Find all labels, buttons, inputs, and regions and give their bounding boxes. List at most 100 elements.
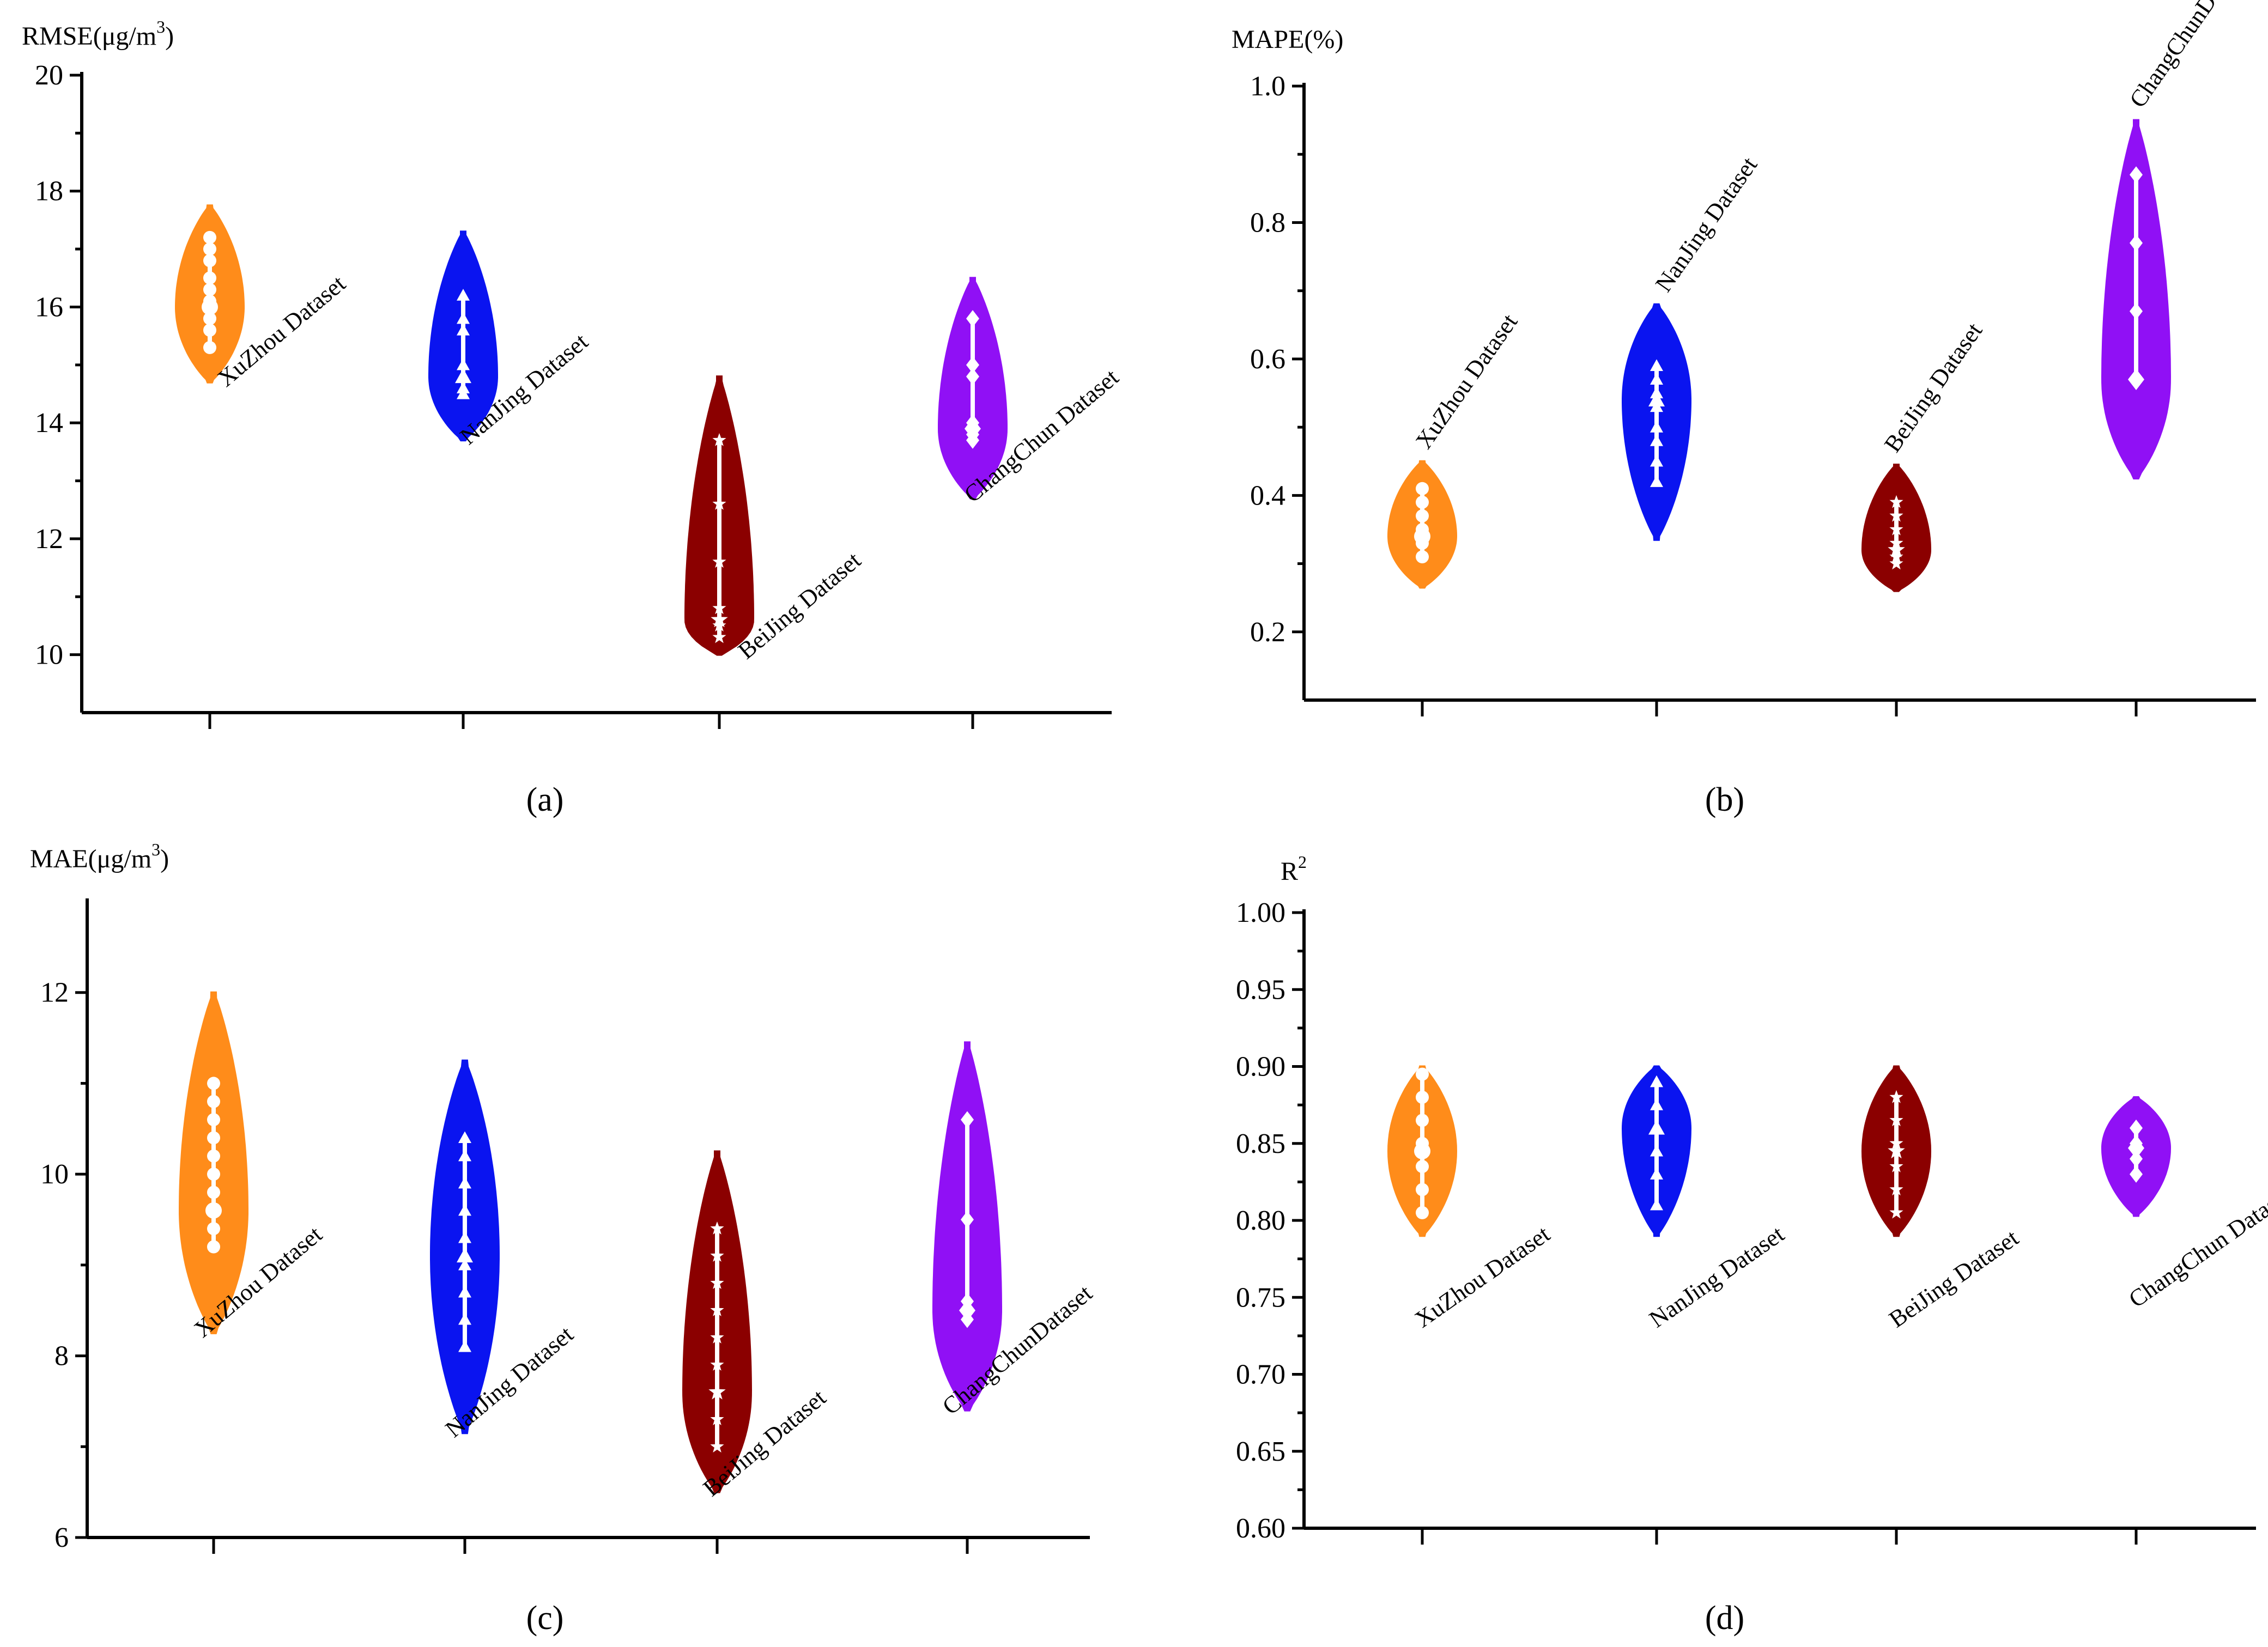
data-point — [710, 1412, 724, 1425]
data-point — [712, 433, 726, 446]
data-point — [203, 312, 216, 325]
data-point — [207, 1222, 220, 1236]
data-point — [207, 1168, 220, 1181]
violin-c-2 — [682, 1150, 753, 1493]
data-point — [1889, 1182, 1903, 1196]
data-point — [457, 289, 470, 301]
data-point — [2130, 1150, 2143, 1168]
data-point — [1416, 1114, 1429, 1127]
data-point — [1889, 508, 1903, 522]
data-point — [1416, 1160, 1429, 1174]
category-label-b: ChangChunDataset — [2124, 0, 2253, 112]
data-point — [2130, 302, 2143, 320]
median-marker — [1888, 541, 1905, 557]
median-marker — [457, 1248, 473, 1263]
data-point — [458, 1312, 471, 1325]
data-point — [710, 1439, 724, 1452]
data-point — [203, 254, 216, 268]
violin-b-2 — [1861, 464, 1931, 592]
violin-a-3 — [938, 277, 1008, 500]
data-point — [203, 341, 216, 354]
data-point — [1650, 475, 1663, 487]
y-tick-label-c: 12 — [40, 977, 69, 1008]
data-point — [457, 324, 470, 336]
data-point — [1650, 1075, 1663, 1087]
violin-a-1 — [428, 230, 498, 442]
median-marker — [1648, 392, 1665, 407]
y-tick-label-b: 0.4 — [1250, 480, 1285, 511]
y-tick-label-a: 10 — [35, 640, 63, 671]
panel-d: 0.60 0.65 0.70 0.75 0.80 0.85 0.90 0.95 1.00 R2 Xu… — [1236, 852, 2268, 1637]
y-tick-label-a: 12 — [35, 524, 63, 555]
data-point — [457, 358, 470, 370]
data-point — [203, 242, 216, 256]
data-point — [1650, 373, 1663, 385]
data-point — [207, 1131, 220, 1145]
data-point — [207, 1077, 220, 1090]
data-point — [458, 1340, 471, 1352]
data-point — [203, 283, 216, 296]
data-point — [458, 1285, 471, 1298]
data-point — [1650, 454, 1663, 467]
data-point — [2130, 234, 2143, 252]
median-marker — [1648, 1120, 1665, 1135]
data-point — [710, 1330, 724, 1344]
category-label-d: BeiJing Dataset — [1884, 1224, 2023, 1333]
y-axis-title-a: RMSE(μg/m3) — [22, 17, 174, 51]
data-point — [1650, 1098, 1663, 1110]
category-label-d: XuZhou Dataset — [1410, 1220, 1555, 1333]
median-marker — [711, 611, 728, 628]
y-tick-label-c: 6 — [54, 1522, 69, 1553]
data-point — [1650, 1198, 1663, 1211]
violin-b-1 — [1622, 303, 1691, 541]
data-point — [710, 1358, 724, 1371]
data-point — [457, 381, 470, 393]
median-marker — [1414, 1142, 1430, 1159]
y-axis-title-d: R2 — [1281, 852, 1307, 886]
data-point — [966, 368, 979, 385]
median-marker — [1414, 528, 1430, 545]
data-point — [961, 1111, 974, 1128]
data-point — [710, 1221, 724, 1235]
data-point — [207, 1095, 220, 1108]
data-point — [203, 324, 216, 337]
data-point — [1650, 434, 1663, 446]
data-point — [1416, 509, 1429, 522]
data-point — [458, 1176, 471, 1189]
data-point — [712, 496, 726, 510]
data-point — [1650, 359, 1663, 372]
y-tick-label-d: 0.80 — [1236, 1205, 1285, 1236]
data-point — [712, 555, 726, 568]
panel-b: 0.2 0.4 0.6 0.8 1.0 MAPE(%) XuZhou Dataset NanJ… — [1232, 0, 2256, 818]
data-point — [2130, 1119, 2143, 1137]
data-point — [1889, 549, 1903, 563]
data-point — [458, 1131, 471, 1144]
median-marker — [205, 1202, 222, 1219]
data-point — [1650, 1144, 1663, 1157]
y-tick-label-d: 0.65 — [1236, 1436, 1285, 1467]
data-point — [1416, 495, 1429, 509]
violin-d-2 — [1861, 1065, 1932, 1237]
y-tick-label-c: 10 — [40, 1159, 69, 1190]
y-tick-label-c: 8 — [54, 1341, 69, 1372]
violin-b-3 — [2101, 119, 2172, 479]
data-point — [1416, 1067, 1429, 1081]
data-point — [712, 630, 726, 643]
category-label-b: XuZhou Dataset — [1410, 309, 1523, 453]
violin-b-0 — [1387, 460, 1457, 589]
violin-a-0 — [175, 204, 245, 384]
data-point — [710, 1249, 724, 1262]
data-point — [207, 1149, 220, 1163]
y-tick-label-b: 0.6 — [1250, 344, 1285, 375]
violin-c-3 — [932, 1041, 1002, 1412]
data-point — [203, 230, 216, 244]
data-point — [458, 1258, 471, 1271]
violin-c-1 — [430, 1059, 500, 1435]
y-tick-label-d: 0.95 — [1236, 974, 1285, 1005]
panel-label-d: (d) — [1705, 1600, 1744, 1637]
data-point — [1889, 1205, 1903, 1219]
data-point — [1889, 1113, 1903, 1127]
